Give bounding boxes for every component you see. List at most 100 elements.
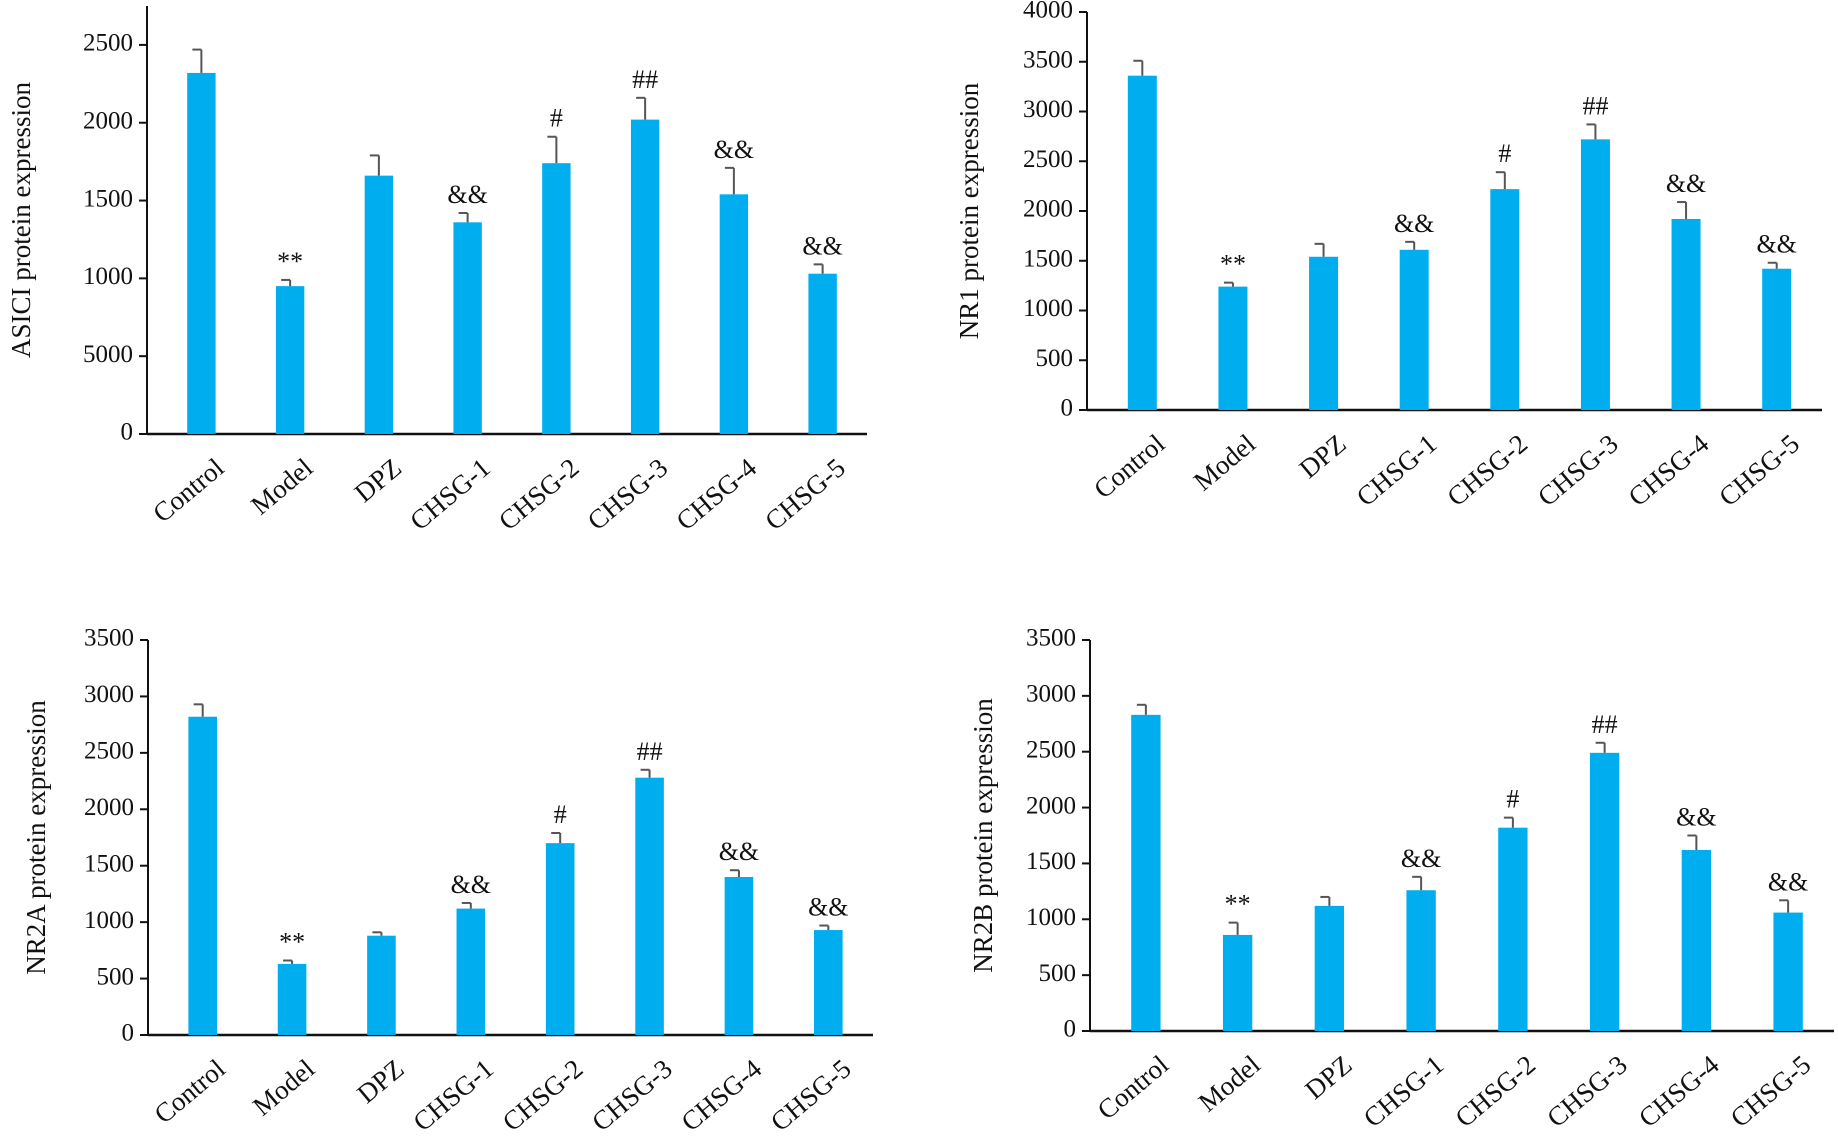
bar xyxy=(1127,75,1157,411)
chart: 0 500 1000 1500 2000 2500 3000 3500 NR2B protein… xyxy=(968,625,1834,1133)
y-axis-label: NR1 protein expression xyxy=(954,82,984,339)
bar xyxy=(1218,286,1248,410)
annotation: && xyxy=(802,231,842,260)
annotation: ## xyxy=(637,737,663,766)
y-tick-label: 2500 xyxy=(1026,736,1076,763)
annotation: && xyxy=(1756,230,1796,259)
y-tick-label: 0 xyxy=(122,1020,135,1047)
bar xyxy=(1498,827,1528,1031)
chart: 0 500 1000 1500 2000 2500 3000 3500 NR2A protein… xyxy=(21,625,873,1137)
x-tick-label: CHSG-3 xyxy=(582,452,674,536)
y-tick-label: 4000 xyxy=(1023,0,1073,24)
bar xyxy=(808,273,837,434)
x-tick-label: CHSG-5 xyxy=(759,452,851,536)
y-tick-label: 1000 xyxy=(83,263,133,290)
bar xyxy=(1762,268,1792,410)
annotation: && xyxy=(719,837,759,866)
bar xyxy=(367,935,396,1035)
y-tick-label: 500 xyxy=(1036,345,1074,372)
bar xyxy=(277,963,307,1035)
y-axis-label: NR2B protein expression xyxy=(968,698,998,973)
annotation: # xyxy=(1498,139,1511,168)
y-tick-label: 0 xyxy=(121,419,134,446)
y-tick-label: 1500 xyxy=(1026,848,1076,875)
x-tick-label: DPZ xyxy=(1299,1049,1357,1105)
x-tick-label: CHSG-2 xyxy=(1441,428,1533,512)
x-tick-label: DPZ xyxy=(349,452,407,508)
y-tick-label: 2000 xyxy=(84,794,134,821)
bar xyxy=(1773,912,1803,1031)
annotation: # xyxy=(550,104,563,133)
chart: 0 5000 1000 1500 2000 2500 ASICI protein expre… xyxy=(6,6,867,536)
y-tick-label: 1000 xyxy=(1023,295,1073,322)
bar xyxy=(1589,752,1620,1031)
annotation: && xyxy=(1768,867,1808,896)
annotation: && xyxy=(1676,803,1716,832)
y-axis-label: NR2A protein expression xyxy=(21,700,51,975)
bar xyxy=(1580,139,1610,411)
x-tick-label: CHSG-3 xyxy=(1532,428,1624,512)
bar xyxy=(630,119,660,434)
x-tick-label: CHSG-1 xyxy=(407,1053,499,1137)
bar xyxy=(1131,714,1161,1031)
x-tick-label: Control xyxy=(147,452,229,528)
x-tick-label: CHSG-3 xyxy=(1541,1049,1633,1133)
bar xyxy=(1399,249,1429,410)
bar xyxy=(1309,256,1339,410)
bar xyxy=(1681,850,1712,1031)
annotation: ## xyxy=(632,65,658,94)
bar xyxy=(453,222,482,434)
x-tick-label: CHSG-4 xyxy=(675,1053,767,1137)
y-tick-label: 1500 xyxy=(83,185,133,212)
annotation: # xyxy=(1506,785,1519,814)
y-tick-label: 0 xyxy=(1064,1016,1077,1043)
y-tick-label: 3000 xyxy=(1026,681,1076,708)
annotation: ## xyxy=(1582,91,1608,120)
bar xyxy=(1222,934,1253,1031)
annotation: # xyxy=(554,800,567,829)
x-tick-label: CHSG-1 xyxy=(1358,1049,1450,1133)
x-tick-label: DPZ xyxy=(351,1053,409,1109)
bar xyxy=(1490,189,1520,410)
x-tick-label: CHSG-1 xyxy=(404,452,496,536)
annotation: ** xyxy=(277,247,303,276)
annotation: ** xyxy=(279,928,305,957)
annotation: ** xyxy=(1220,250,1246,279)
x-tick-label: CHSG-3 xyxy=(586,1053,678,1137)
y-tick-label: 2000 xyxy=(83,107,133,134)
annotation: ** xyxy=(1225,890,1251,919)
y-tick-label: 2000 xyxy=(1026,792,1076,819)
x-tick-label: CHSG-2 xyxy=(497,1053,589,1137)
x-tick-label: CHSG-1 xyxy=(1351,428,1443,512)
chart: 0 500 1000 1500 2000 2500 3000 3500 4000 NR1 prot… xyxy=(954,0,1822,512)
y-tick-label: 3500 xyxy=(84,625,134,652)
annotation: && xyxy=(447,180,487,209)
x-tick-label: DPZ xyxy=(1293,428,1351,484)
bar xyxy=(1406,890,1436,1031)
bar xyxy=(545,843,575,1035)
y-tick-label: 1000 xyxy=(1026,904,1076,931)
bar xyxy=(1671,218,1701,410)
y-tick-label: 0 xyxy=(1061,395,1074,422)
bar xyxy=(719,194,749,434)
y-tick-label: 2000 xyxy=(1023,196,1073,223)
bar xyxy=(364,175,394,435)
x-tick-label: Control xyxy=(1092,1049,1174,1125)
y-tick-label: 500 xyxy=(97,963,135,990)
annotation: && xyxy=(1666,169,1706,198)
x-tick-label: CHSG-2 xyxy=(1449,1049,1541,1133)
annotation: && xyxy=(1394,209,1434,238)
y-tick-label: 2500 xyxy=(83,30,133,57)
bar xyxy=(188,716,217,1035)
bar xyxy=(187,72,216,434)
annotation: ## xyxy=(1592,710,1618,739)
y-tick-label: 3500 xyxy=(1023,46,1073,73)
y-tick-label: 1500 xyxy=(1023,245,1073,272)
y-tick-label: 1500 xyxy=(84,850,134,877)
annotation: && xyxy=(808,893,848,922)
bar xyxy=(814,930,843,1035)
x-tick-label: CHSG-2 xyxy=(493,452,585,536)
y-tick-label: 2500 xyxy=(84,738,134,765)
x-tick-label: CHSG-4 xyxy=(1633,1049,1725,1133)
